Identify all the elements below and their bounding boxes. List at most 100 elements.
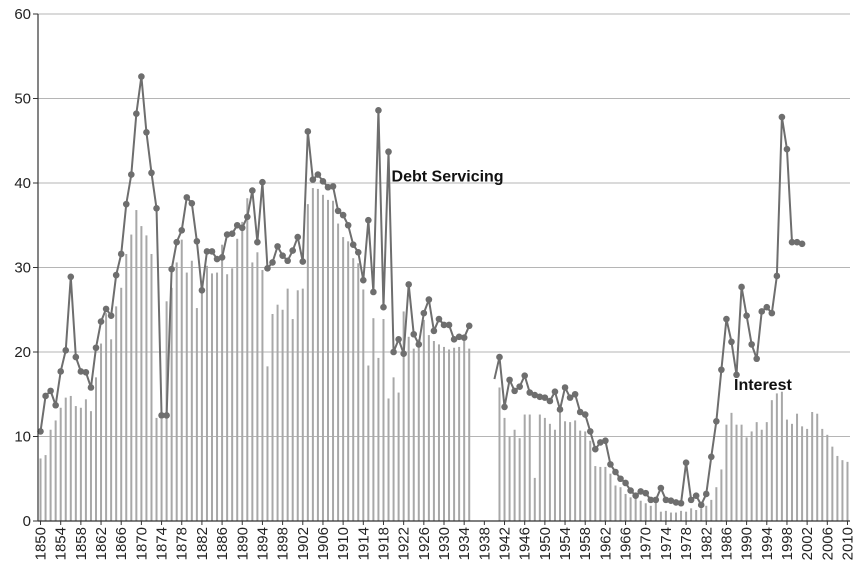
interest-bar: [347, 241, 350, 521]
interest-bar: [397, 392, 400, 521]
debt-servicing-point: [249, 187, 256, 194]
interest-bar: [574, 420, 577, 521]
interest-bar: [125, 253, 128, 522]
interest-bar: [680, 510, 683, 521]
interest-bar: [553, 429, 556, 521]
interest-bar: [453, 347, 456, 521]
debt-servicing-point: [400, 350, 407, 357]
interest-bar: [765, 422, 768, 521]
interest-bar: [387, 398, 390, 521]
x-tick-label: 2010: [839, 527, 856, 560]
interest-bar: [221, 244, 224, 521]
labels: Debt Servicing Interest: [392, 168, 793, 394]
debt-servicing-point: [203, 248, 211, 255]
debt-servicing-point: [304, 128, 312, 135]
debt-servicing-point: [637, 488, 644, 495]
debt-servicing-point: [788, 238, 796, 246]
debt-servicing-point: [702, 490, 710, 498]
interest-bar: [231, 268, 234, 521]
interest-bar: [89, 411, 92, 521]
debt-servicing-point: [571, 390, 579, 398]
debt-servicing-point: [133, 110, 140, 118]
x-tick-label: 1874: [154, 527, 171, 560]
interest-bar: [44, 455, 47, 521]
interest-bar: [342, 237, 345, 521]
debt-servicing-point: [728, 338, 735, 346]
interest-bar: [402, 311, 405, 521]
interest-bar: [735, 424, 738, 521]
interest-bar: [705, 505, 708, 521]
x-tick-label: 1998: [779, 527, 796, 560]
interest-bar: [669, 512, 672, 521]
interest-bar: [49, 429, 52, 521]
interest-bar: [145, 235, 148, 521]
debt-servicing-point: [597, 439, 604, 446]
debt-servicing-point: [566, 394, 574, 401]
interest-bar: [427, 335, 430, 521]
x-tick-label: 1890: [234, 527, 251, 560]
interest-bar: [357, 263, 360, 521]
debt-servicing-point: [521, 372, 528, 379]
debt-servicing-point: [72, 353, 80, 361]
debt-servicing-point: [592, 445, 599, 453]
x-tick-label: 1986: [718, 527, 735, 560]
debt-servicing-point: [360, 276, 367, 284]
interest-bar: [503, 417, 506, 521]
y-tick-label: 10: [14, 429, 31, 446]
y-tick-label: 60: [14, 6, 31, 23]
interest-bar: [725, 424, 728, 521]
interest-bar: [306, 204, 309, 522]
debt-servicing-point: [218, 254, 226, 261]
debt-servicing-point: [687, 496, 695, 504]
debt-servicing-point: [228, 230, 236, 237]
debt-servicing-point: [677, 499, 685, 507]
debt-servicing-segment: [39, 76, 471, 432]
interest-bars: [39, 188, 849, 522]
debt-servicing-point: [748, 341, 755, 348]
interest-bar: [831, 446, 834, 521]
debt-servicing-point: [329, 183, 337, 190]
debt-servicing-point: [662, 496, 670, 504]
interest-bar: [644, 503, 647, 521]
interest-bar: [750, 431, 753, 521]
interest-bar: [281, 309, 284, 521]
x-tick-label: 1978: [678, 527, 695, 560]
debt-servicing-point: [460, 334, 468, 341]
x-tick-label: 1894: [254, 527, 271, 560]
debt-servicing-point: [415, 341, 423, 348]
interest-bar: [69, 395, 72, 521]
interest-bar: [286, 288, 289, 522]
debt-servicing-point: [410, 330, 418, 338]
interest-bar: [321, 194, 324, 521]
interest-bar: [110, 339, 113, 521]
debt-servicing-point: [178, 227, 186, 234]
debt-servicing-point: [526, 389, 534, 396]
debt-servicing-point: [516, 383, 523, 390]
debt-servicing-point: [531, 391, 539, 399]
interest-bar: [392, 377, 395, 521]
debt-servicing-point: [385, 148, 392, 156]
debt-servicing-point: [92, 344, 100, 352]
x-tick-label: 1850: [33, 527, 50, 560]
interest-bar: [205, 265, 208, 521]
debt-servicing-point: [259, 178, 266, 186]
debt-servicing-point: [541, 394, 549, 401]
debt-servicing-point: [430, 327, 438, 335]
debt-servicing-point: [556, 406, 564, 413]
debt-servicing-point: [77, 368, 85, 375]
interest-bar: [190, 260, 193, 521]
debt-servicing-point: [395, 336, 402, 343]
interest-bar: [175, 262, 178, 521]
x-tick-label: 2002: [799, 527, 816, 560]
debt-servicing-point: [576, 408, 584, 416]
interest-bar: [569, 422, 572, 521]
debt-servicing-point: [294, 233, 302, 241]
interest-bar: [846, 461, 849, 521]
debt-servicing-point: [284, 257, 291, 265]
x-tick-label: 1862: [93, 527, 110, 560]
interest-bar: [513, 429, 516, 521]
interest-bar: [675, 512, 677, 521]
debt-servicing-point: [380, 303, 387, 311]
interest-bar: [301, 288, 304, 522]
interest-bar: [599, 466, 602, 521]
